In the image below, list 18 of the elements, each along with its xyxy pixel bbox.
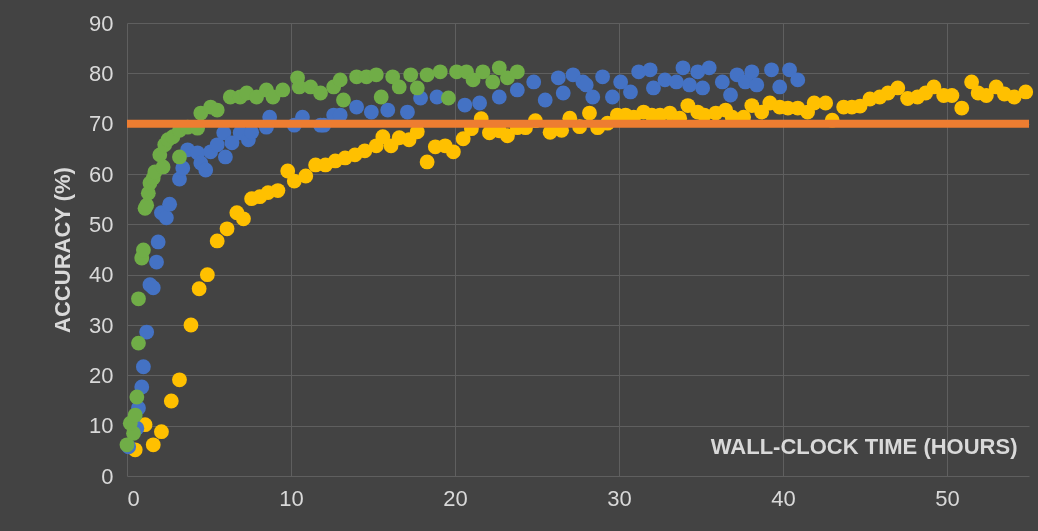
y-axis-title: ACCURACY (%) [50,167,76,333]
y-tick-label: 40 [89,262,114,288]
y-tick-label: 60 [89,161,114,187]
y-tick-label: 10 [89,413,114,439]
y-tick-label: 0 [101,463,114,489]
x-tick-label: 10 [279,485,304,511]
x-tick-label: 20 [443,485,468,511]
x-tick-label: 30 [607,485,632,511]
y-tick-label: 50 [89,211,114,237]
x-axis-title: WALL-CLOCK TIME (HOURS) [710,433,1018,459]
y-tick-label: 20 [89,362,114,388]
y-tick-label: 90 [89,10,114,36]
x-tick-label: 40 [771,485,796,511]
x-tick-label: 50 [935,485,960,511]
y-tick-label: 70 [89,111,114,137]
x-tick-label: 0 [127,485,140,511]
y-tick-label: 30 [89,312,114,338]
y-tick-label: 80 [89,60,114,86]
